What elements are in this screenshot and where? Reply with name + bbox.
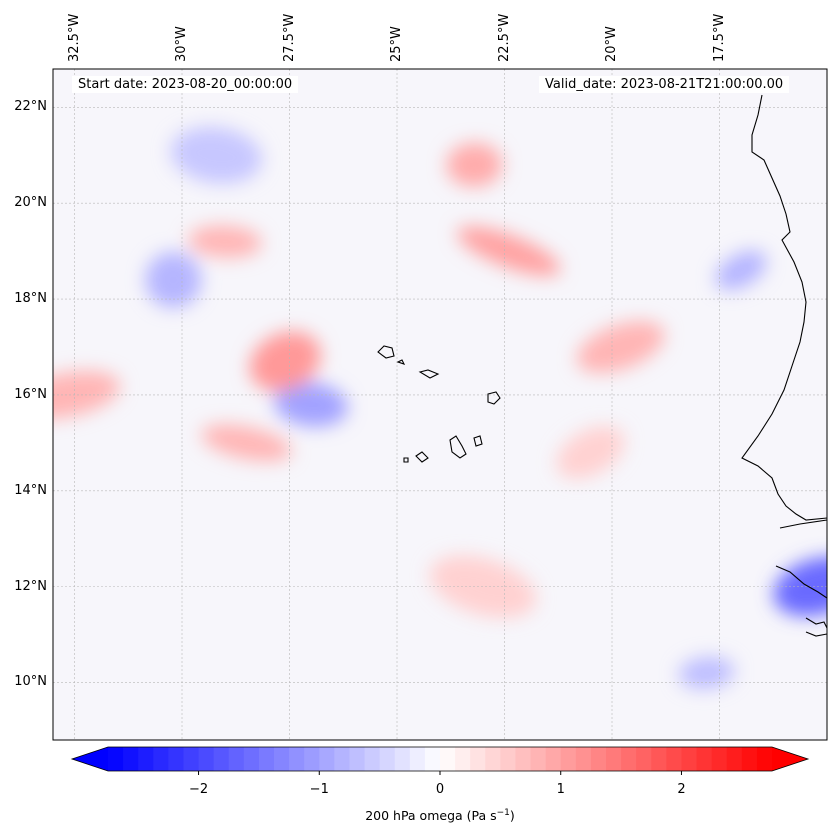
colorbar-level bbox=[530, 747, 547, 771]
colorbar-tick-label: 2 bbox=[677, 782, 686, 797]
colorbar-level bbox=[440, 747, 456, 771]
colorbar-outline bbox=[70, 746, 810, 772]
colorbar-level bbox=[228, 747, 245, 771]
colorbar-level bbox=[379, 747, 396, 771]
colorbar-extend-min bbox=[72, 747, 108, 771]
colorbar-level bbox=[349, 747, 366, 771]
colorbar-level bbox=[711, 747, 728, 771]
cape-verde-fogo bbox=[415, 451, 429, 463]
colorbar-tick-label: 1 bbox=[556, 782, 565, 797]
colorbar-level bbox=[756, 747, 773, 771]
colorbar-level bbox=[123, 747, 139, 771]
latitude-label: 12°N bbox=[14, 578, 47, 594]
longitude-label: 22.5°W bbox=[496, 13, 512, 62]
start-date-label: Start date: 2023-08-20_00:00:00 bbox=[72, 76, 299, 93]
latitude-label: 22°N bbox=[14, 99, 47, 115]
omega-feature bbox=[249, 331, 321, 392]
omega-feature bbox=[274, 382, 348, 427]
omega-feature bbox=[576, 321, 665, 373]
omega-feature bbox=[556, 426, 625, 479]
colorbar-level bbox=[289, 747, 305, 771]
longitude-label: 17.5°W bbox=[711, 13, 727, 62]
colorbar-level bbox=[681, 747, 698, 771]
latitude-label: 16°N bbox=[14, 386, 47, 402]
latitude-label: 18°N bbox=[14, 291, 47, 307]
latitude-label: 20°N bbox=[14, 195, 47, 211]
colorbar-level bbox=[153, 747, 169, 771]
colorbar-level bbox=[319, 747, 335, 771]
longitude-label: 32.5°W bbox=[66, 13, 82, 62]
colorbar-level bbox=[696, 747, 713, 771]
omega-feature bbox=[201, 424, 292, 462]
colorbar-level bbox=[394, 747, 411, 771]
colorbar-level bbox=[304, 747, 320, 771]
cape-verde-brava bbox=[403, 457, 409, 463]
latitude-label: 10°N bbox=[14, 674, 47, 690]
colorbar-level bbox=[470, 747, 486, 771]
colorbar-level bbox=[138, 747, 154, 771]
colorbar-level bbox=[274, 747, 290, 771]
omega-feature bbox=[715, 250, 767, 290]
cape-verde-santo-antao bbox=[377, 345, 395, 359]
colorbar-level bbox=[183, 747, 200, 771]
longitude-label: 27.5°W bbox=[281, 13, 297, 62]
cape-verde-sao-vicente bbox=[396, 359, 406, 365]
colorbar-level bbox=[243, 747, 260, 771]
colorbar-level bbox=[364, 747, 381, 771]
colorbar-level bbox=[500, 747, 517, 771]
longitude-label: 30°W bbox=[174, 26, 189, 62]
colorbar-level bbox=[409, 747, 426, 771]
latitude-label: 14°N bbox=[14, 482, 47, 498]
valid-date-label: Valid_date: 2023-08-21T21:00:00.00 bbox=[539, 76, 790, 93]
omega-feature bbox=[170, 126, 263, 184]
colorbar-level bbox=[621, 747, 637, 771]
colorbar-label: 200 hPa omega (Pa s−1) bbox=[365, 808, 515, 824]
africa-coastline bbox=[741, 94, 827, 637]
colorbar-level bbox=[213, 747, 230, 771]
omega-feature bbox=[457, 226, 561, 276]
colorbar-level bbox=[545, 747, 562, 771]
colorbar-level bbox=[198, 747, 215, 771]
map-frame bbox=[52, 68, 828, 741]
colorbar-level bbox=[515, 747, 532, 771]
colorbar-level bbox=[108, 747, 124, 771]
colorbar-level bbox=[424, 747, 441, 771]
omega-feature bbox=[678, 656, 735, 690]
cape-verde-boa-vista bbox=[487, 391, 501, 405]
longitude-label: 25°W bbox=[389, 26, 404, 62]
cape-verde-sal bbox=[418, 369, 440, 379]
cape-verde-maio bbox=[473, 435, 483, 447]
longitude-label: 20°W bbox=[604, 26, 619, 62]
gridlines bbox=[53, 69, 827, 740]
colorbar-level bbox=[575, 747, 592, 771]
colorbar-level bbox=[606, 747, 622, 771]
colorbar-level bbox=[455, 747, 471, 771]
colorbar-level bbox=[741, 747, 758, 771]
colorbar-tick-label: −1 bbox=[309, 782, 329, 797]
omega-feature bbox=[145, 251, 202, 308]
cape-verde-santiago bbox=[449, 435, 467, 459]
colorbar bbox=[70, 746, 810, 775]
map-area bbox=[53, 69, 827, 740]
colorbar-level bbox=[726, 747, 743, 771]
colorbar-level bbox=[258, 747, 275, 771]
colorbar-tick-label: 0 bbox=[435, 782, 445, 797]
colorbar-level bbox=[560, 747, 577, 771]
colorbar-level bbox=[590, 747, 607, 771]
omega-feature bbox=[188, 225, 262, 258]
omega-feature bbox=[446, 142, 503, 187]
colorbar-level bbox=[168, 747, 185, 771]
colorbar-level bbox=[334, 747, 351, 771]
colorbar-level bbox=[636, 747, 652, 771]
colorbar-tick-label: −2 bbox=[188, 782, 209, 797]
colorbar-level bbox=[485, 747, 501, 771]
colorbar-level bbox=[666, 747, 683, 771]
colorbar-extend-max bbox=[772, 747, 808, 771]
coastlines bbox=[377, 94, 827, 637]
colorbar-level bbox=[651, 747, 667, 771]
